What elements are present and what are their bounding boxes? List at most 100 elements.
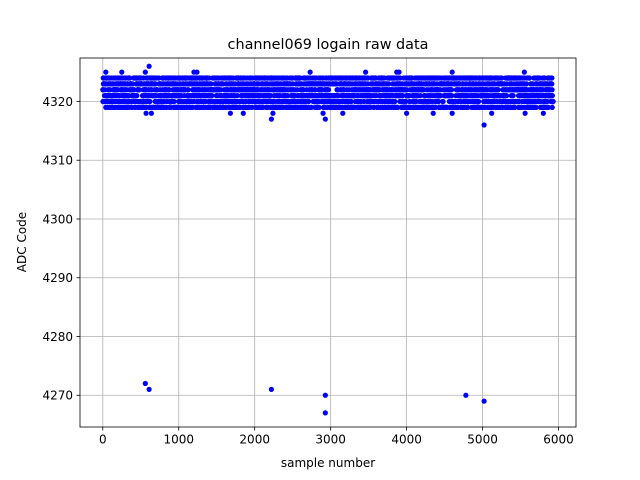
data-point <box>510 93 516 99</box>
data-point-high <box>449 69 455 75</box>
data-point <box>267 93 274 99</box>
data-point <box>403 98 409 105</box>
data-point-low <box>340 110 346 116</box>
data-point <box>413 98 419 105</box>
data-point-low <box>404 110 410 116</box>
chart-title: channel069 logain raw data <box>228 37 429 53</box>
data-point <box>208 81 214 87</box>
y-axis-label: ADC Code <box>15 212 29 272</box>
data-point-low <box>449 110 455 116</box>
data-point <box>549 93 555 99</box>
data-point-high <box>194 69 200 75</box>
data-point <box>449 93 455 99</box>
data-point <box>234 93 240 99</box>
data-point <box>306 98 312 105</box>
data-point <box>394 104 401 110</box>
data-point-high <box>119 69 125 75</box>
data-point <box>549 87 555 93</box>
data-point-outlier <box>268 386 275 392</box>
data-point <box>171 98 177 105</box>
data-point <box>209 93 215 99</box>
data-point-outlier <box>146 386 152 392</box>
y-tick-label: 4270 <box>42 389 73 403</box>
data-point-high <box>146 63 152 69</box>
data-point-outlier <box>142 380 148 387</box>
data-point <box>476 98 482 105</box>
data-point-low <box>430 110 436 116</box>
y-tick-label: 4300 <box>42 212 73 226</box>
data-point-outlier <box>322 410 328 416</box>
data-point-low <box>522 110 528 116</box>
data-point-low <box>143 110 149 116</box>
data-point <box>512 104 518 110</box>
data-point <box>185 87 191 93</box>
data-point <box>526 75 533 81</box>
x-tick-label: 3000 <box>315 433 346 447</box>
data-point <box>435 98 442 105</box>
axis-ticks: 0 1000 2000 3000 4000 5000 6000 4270 4280 4290 430… <box>42 95 573 447</box>
y-tick-label: 4280 <box>42 330 73 344</box>
data-point-outlier <box>322 392 328 398</box>
data-point <box>495 87 501 93</box>
data-point-low <box>481 122 487 128</box>
data-point-high <box>521 69 527 75</box>
data-point <box>166 87 172 93</box>
y-tick-label: 4290 <box>42 271 73 285</box>
data-point <box>533 104 539 110</box>
data-point <box>523 81 530 87</box>
data-point <box>399 93 405 99</box>
data-point-low <box>148 110 154 116</box>
data-point <box>127 75 133 81</box>
data-point <box>449 87 455 93</box>
y-tick-label: 4320 <box>42 95 73 109</box>
data-point <box>499 75 505 81</box>
data-point <box>437 93 444 99</box>
data-point-high <box>396 69 402 75</box>
plot-frame <box>79 57 577 428</box>
data-point-outlier <box>463 392 469 398</box>
data-point-low <box>540 110 546 116</box>
data-point <box>386 81 392 87</box>
data-point <box>465 104 471 110</box>
data-point-low <box>227 110 233 116</box>
y-tick-label: 4310 <box>42 154 73 168</box>
data-point <box>131 87 137 93</box>
data-point-low <box>489 110 495 116</box>
data-point <box>549 75 555 81</box>
x-tick-label: 2000 <box>239 433 270 447</box>
data-point <box>549 81 555 87</box>
data-point <box>152 81 158 87</box>
data-point-low <box>322 116 328 122</box>
data-point <box>503 93 510 99</box>
data-point <box>417 93 424 99</box>
data-point-high <box>103 69 109 75</box>
x-axis-label: sample number <box>281 456 375 470</box>
data-point-low <box>320 110 326 116</box>
data-point <box>325 87 332 93</box>
data-point <box>147 98 153 105</box>
data-point <box>545 104 551 110</box>
x-tick-label: 1000 <box>163 433 194 447</box>
data-point <box>440 98 446 105</box>
data-point <box>549 104 555 110</box>
data-point <box>544 98 550 105</box>
data-point <box>134 93 140 99</box>
data-point-high <box>142 69 148 75</box>
data-point <box>129 81 136 87</box>
data-point <box>136 87 143 93</box>
x-tick-label: 4000 <box>391 433 422 447</box>
data-point <box>308 104 314 110</box>
data-point-low <box>270 110 276 116</box>
x-tick-label: 0 <box>99 433 107 447</box>
data-point-outlier <box>481 398 487 404</box>
data-point-high <box>362 69 369 75</box>
data-point <box>392 98 398 105</box>
data-point <box>550 98 556 105</box>
x-tick-label: 5000 <box>467 433 498 447</box>
data-point-low <box>268 116 275 122</box>
data-point-high <box>307 69 313 75</box>
data-point <box>285 93 291 99</box>
